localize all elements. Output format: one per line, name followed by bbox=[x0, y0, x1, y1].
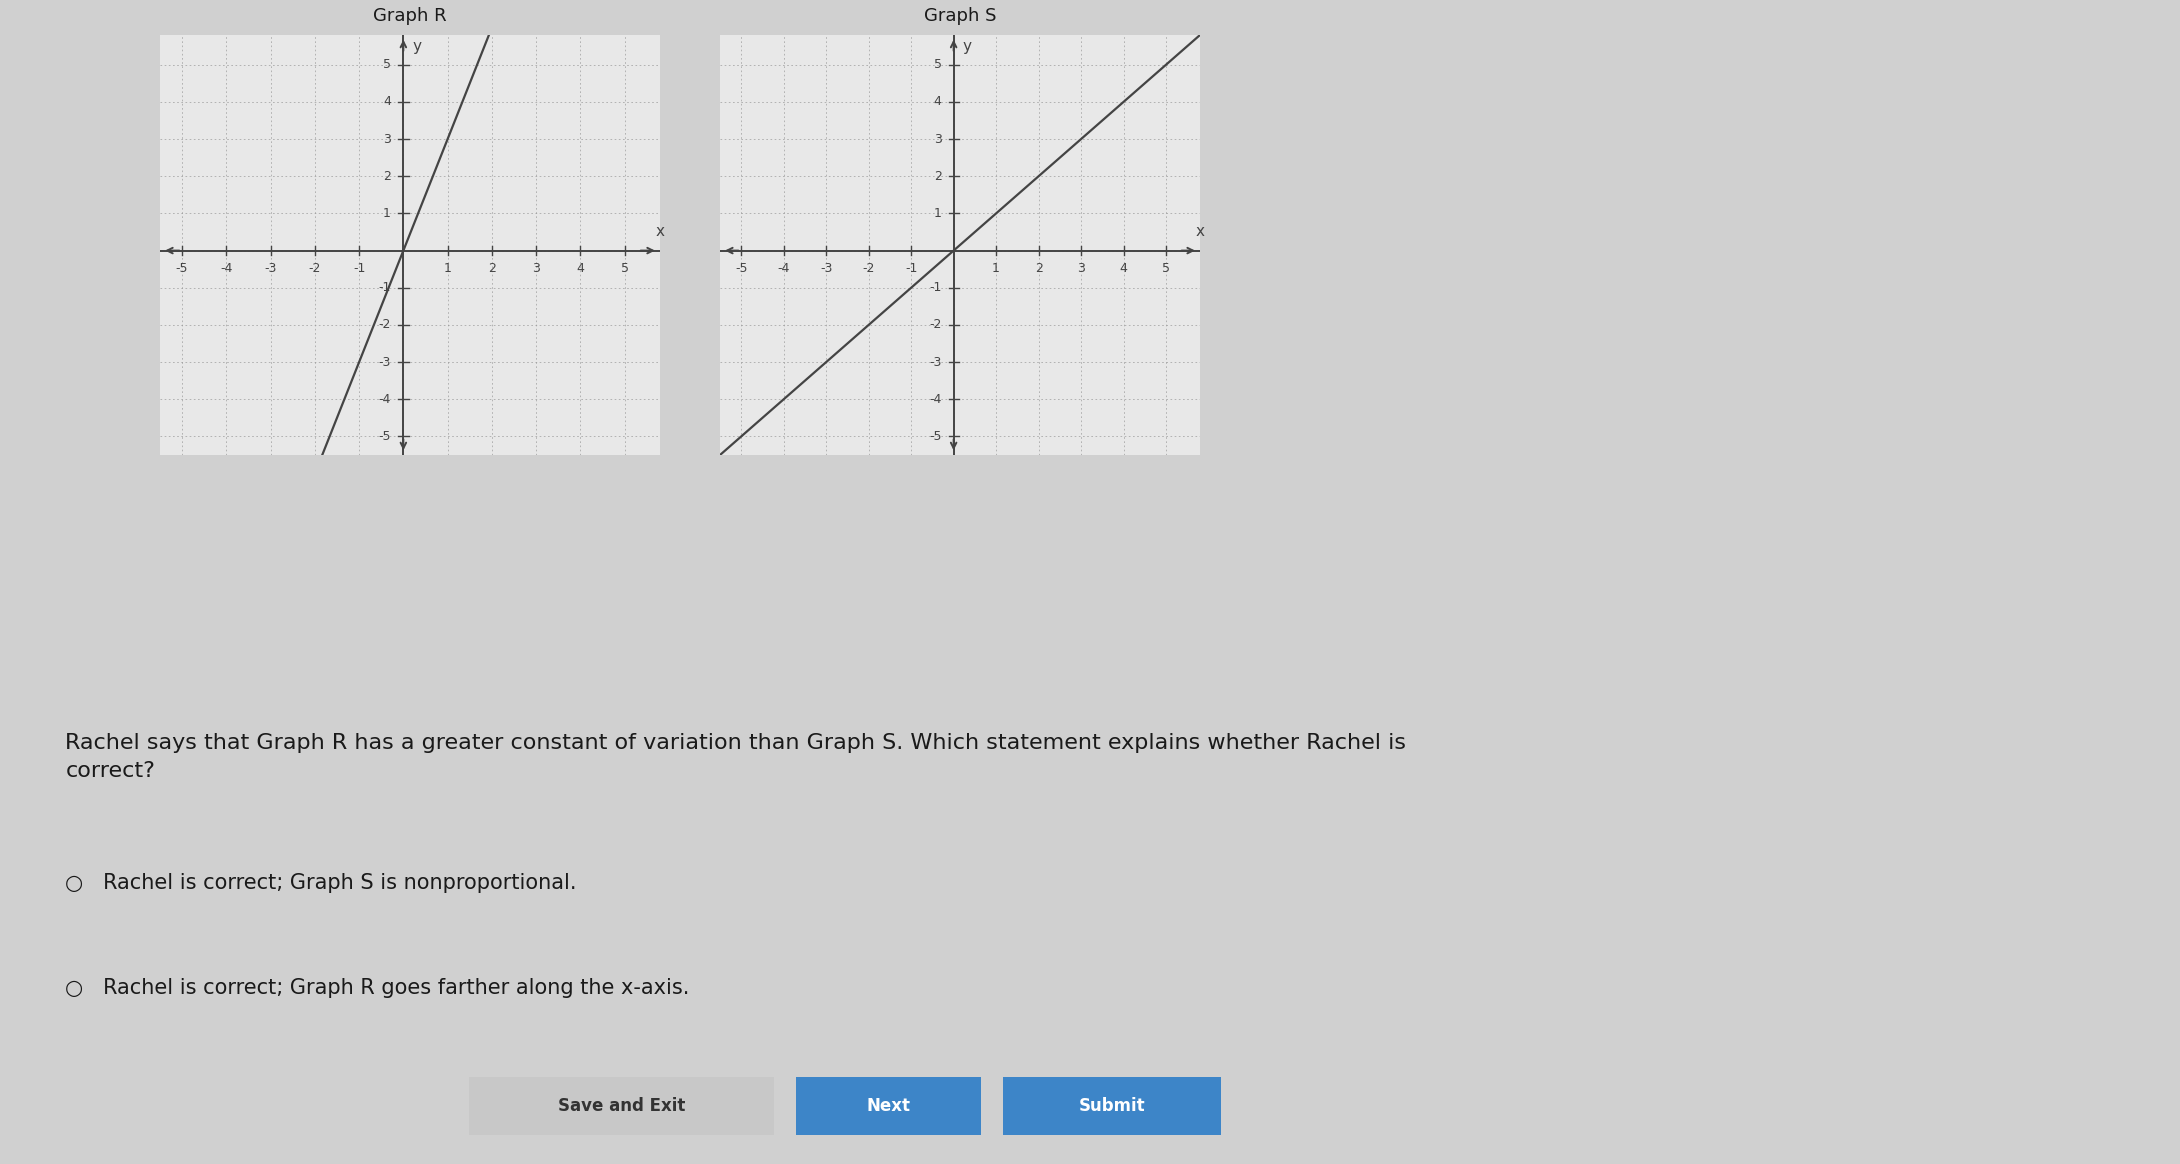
Text: 3: 3 bbox=[933, 133, 942, 146]
Text: Save and Exit: Save and Exit bbox=[558, 1096, 685, 1115]
Text: 4: 4 bbox=[576, 262, 584, 276]
Text: x: x bbox=[1197, 225, 1206, 240]
Text: ○   Rachel is correct; Graph S is nonproportional.: ○ Rachel is correct; Graph S is nonpropo… bbox=[65, 873, 578, 893]
Text: 4: 4 bbox=[384, 95, 390, 108]
Text: ○   Rachel is correct; Graph R goes farther along the x-axis.: ○ Rachel is correct; Graph R goes farthe… bbox=[65, 978, 689, 998]
Text: -2: -2 bbox=[310, 262, 320, 276]
Text: -5: -5 bbox=[177, 262, 187, 276]
Text: 2: 2 bbox=[1036, 262, 1042, 276]
Text: -2: -2 bbox=[929, 319, 942, 332]
Text: 1: 1 bbox=[933, 207, 942, 220]
Text: -3: -3 bbox=[820, 262, 833, 276]
Text: 5: 5 bbox=[621, 262, 628, 276]
Text: -5: -5 bbox=[929, 430, 942, 443]
Text: 1: 1 bbox=[992, 262, 1001, 276]
Text: 1: 1 bbox=[445, 262, 451, 276]
Text: -4: -4 bbox=[929, 392, 942, 406]
Text: -5: -5 bbox=[735, 262, 748, 276]
Text: -3: -3 bbox=[379, 355, 390, 369]
Text: Submit: Submit bbox=[1079, 1096, 1144, 1115]
Text: Rachel says that Graph R has a greater constant of variation than Graph S. Which: Rachel says that Graph R has a greater c… bbox=[65, 733, 1406, 781]
Text: 5: 5 bbox=[1162, 262, 1171, 276]
Text: -4: -4 bbox=[379, 392, 390, 406]
Text: -4: -4 bbox=[778, 262, 789, 276]
Text: 4: 4 bbox=[1121, 262, 1127, 276]
Text: 1: 1 bbox=[384, 207, 390, 220]
Text: 5: 5 bbox=[933, 58, 942, 71]
Text: Graph R: Graph R bbox=[373, 7, 447, 24]
Text: -1: -1 bbox=[379, 282, 390, 294]
Text: -1: -1 bbox=[353, 262, 366, 276]
Text: 2: 2 bbox=[384, 170, 390, 183]
Text: -3: -3 bbox=[264, 262, 277, 276]
Text: y: y bbox=[412, 38, 421, 54]
Text: x: x bbox=[656, 225, 665, 240]
Text: 2: 2 bbox=[488, 262, 495, 276]
Text: Graph S: Graph S bbox=[924, 7, 996, 24]
Text: -2: -2 bbox=[379, 319, 390, 332]
Text: -1: -1 bbox=[905, 262, 918, 276]
Text: -3: -3 bbox=[929, 355, 942, 369]
Text: 3: 3 bbox=[1077, 262, 1086, 276]
Text: 4: 4 bbox=[933, 95, 942, 108]
Text: 3: 3 bbox=[384, 133, 390, 146]
Text: -4: -4 bbox=[220, 262, 233, 276]
Text: -1: -1 bbox=[929, 282, 942, 294]
Text: 3: 3 bbox=[532, 262, 541, 276]
Text: 5: 5 bbox=[384, 58, 390, 71]
Text: -2: -2 bbox=[863, 262, 874, 276]
Text: y: y bbox=[961, 38, 970, 54]
Text: Next: Next bbox=[865, 1096, 911, 1115]
Text: 2: 2 bbox=[933, 170, 942, 183]
Text: -5: -5 bbox=[379, 430, 390, 443]
